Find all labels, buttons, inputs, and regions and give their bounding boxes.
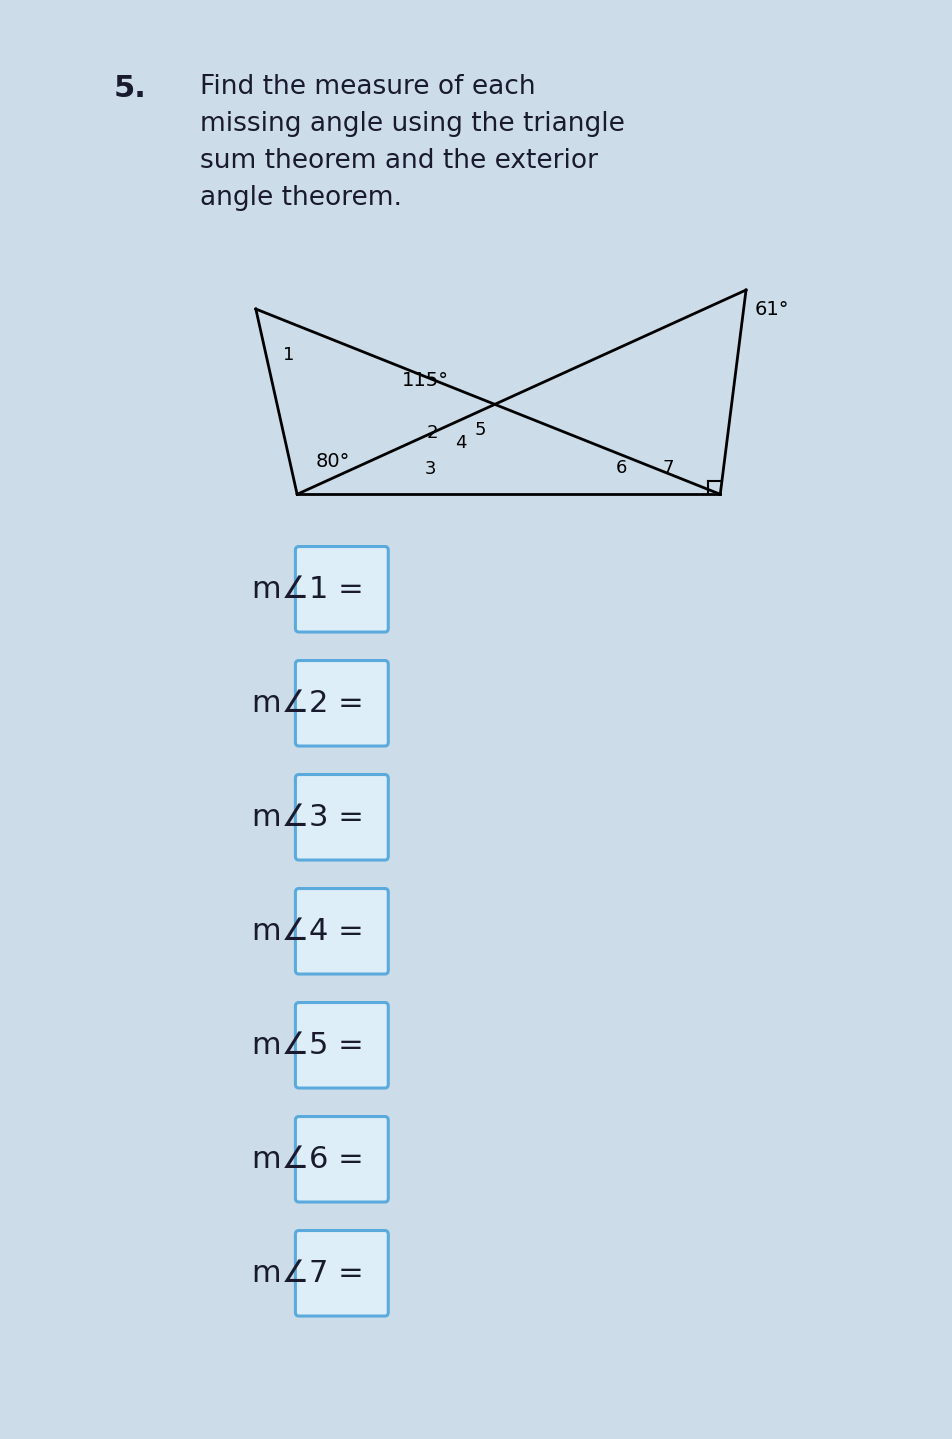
Text: 2: 2 xyxy=(426,425,438,442)
Text: m∠3 =: m∠3 = xyxy=(251,803,364,832)
FancyBboxPatch shape xyxy=(295,1230,388,1317)
Text: 115°: 115° xyxy=(403,371,449,390)
Text: m∠2 =: m∠2 = xyxy=(251,689,364,718)
FancyBboxPatch shape xyxy=(295,1117,388,1202)
Text: m∠1 =: m∠1 = xyxy=(251,574,364,604)
Text: 6: 6 xyxy=(616,459,627,476)
Text: Find the measure of each
missing angle using the triangle
sum theorem and the ex: Find the measure of each missing angle u… xyxy=(200,75,625,212)
Text: m∠4 =: m∠4 = xyxy=(251,917,364,945)
Text: 3: 3 xyxy=(425,459,436,478)
Text: 5: 5 xyxy=(474,420,486,439)
Text: m∠5 =: m∠5 = xyxy=(251,1030,364,1059)
Text: 7: 7 xyxy=(663,459,674,476)
Text: m∠6 =: m∠6 = xyxy=(251,1145,364,1174)
FancyBboxPatch shape xyxy=(295,888,388,974)
FancyBboxPatch shape xyxy=(295,547,388,632)
Text: m∠7 =: m∠7 = xyxy=(251,1259,364,1288)
FancyBboxPatch shape xyxy=(295,774,388,861)
Text: 61°: 61° xyxy=(755,299,789,318)
Text: 1: 1 xyxy=(283,345,294,364)
Text: 5.: 5. xyxy=(114,75,147,104)
Text: 4: 4 xyxy=(455,435,466,452)
FancyBboxPatch shape xyxy=(295,661,388,745)
Text: 80°: 80° xyxy=(316,452,350,471)
FancyBboxPatch shape xyxy=(295,1003,388,1088)
